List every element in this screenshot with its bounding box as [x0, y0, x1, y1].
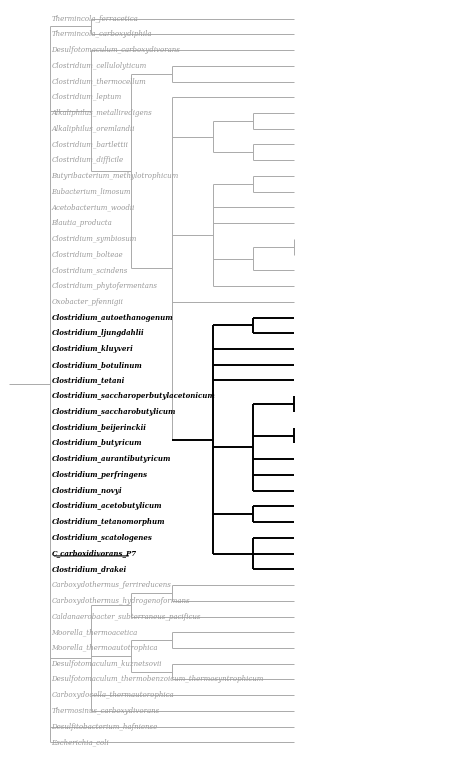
Text: Clostridium_tetanomorphum: Clostridium_tetanomorphum: [52, 518, 165, 526]
Text: Clostridium_bolteae: Clostridium_bolteae: [52, 250, 123, 259]
Text: Clostridium_cellulolyticum: Clostridium_cellulolyticum: [52, 62, 147, 70]
Text: Moorella_thermoacetica: Moorella_thermoacetica: [52, 629, 138, 636]
Text: Clostridium_acetobutylicum: Clostridium_acetobutylicum: [52, 502, 162, 511]
Text: Clostridium_thermocellum: Clostridium_thermocellum: [52, 78, 146, 85]
Text: Clostridium_perfringens: Clostridium_perfringens: [52, 471, 148, 479]
Text: Desulfotomaculum_thermobenzoicum_thermosyntrophicum: Desulfotomaculum_thermobenzoicum_thermos…: [52, 676, 264, 683]
Text: Clostridium_ljungdahlii: Clostridium_ljungdahlii: [52, 330, 144, 337]
Text: Carboxydothermus_hydrogenoformans: Carboxydothermus_hydrogenoformans: [52, 597, 190, 605]
Text: Escherichia_coli: Escherichia_coli: [52, 738, 109, 747]
Text: Clostridium_bartlettii: Clostridium_bartlettii: [52, 141, 128, 148]
Text: Clostridium_difficile: Clostridium_difficile: [52, 156, 124, 164]
Text: Clostridium_drakei: Clostridium_drakei: [52, 565, 127, 573]
Text: Clostridium_autoethanogenum: Clostridium_autoethanogenum: [52, 314, 173, 322]
Text: Clostridium_scindens: Clostridium_scindens: [52, 266, 128, 275]
Text: Clostridium_symbiosum: Clostridium_symbiosum: [52, 235, 137, 243]
Text: Clostridium_saccharoperbutylacetonicum: Clostridium_saccharoperbutylacetonicum: [52, 392, 215, 400]
Text: Desulfotomaculum_kuznetsovii: Desulfotomaculum_kuznetsovii: [52, 660, 162, 667]
Text: Moorella_thermoautotrophica: Moorella_thermoautotrophica: [52, 644, 158, 652]
Text: Clostridium_aurantibutyricum: Clostridium_aurantibutyricum: [52, 455, 171, 463]
Text: C_carboxidivorans_P7: C_carboxidivorans_P7: [52, 549, 137, 558]
Text: Eubacterium_limosum: Eubacterium_limosum: [52, 188, 131, 196]
Text: Carboxydothermus_ferrireducens: Carboxydothermus_ferrireducens: [52, 581, 172, 589]
Text: Desulfotomaculum_carboxydivorans: Desulfotomaculum_carboxydivorans: [52, 46, 181, 54]
Text: Caldanaerobacter_subterraneus_pacificus: Caldanaerobacter_subterraneus_pacificus: [52, 613, 201, 620]
Text: Clostridium_leptum: Clostridium_leptum: [52, 94, 122, 101]
Text: Clostridium_butyricum: Clostridium_butyricum: [52, 439, 142, 447]
Text: Alkaliphilus_metalliredigens: Alkaliphilus_metalliredigens: [52, 109, 152, 117]
Text: Acetobacterium_woodii: Acetobacterium_woodii: [52, 203, 135, 212]
Text: Carboxydocella_thermautorophica: Carboxydocella_thermautorophica: [52, 691, 174, 699]
Text: Clostridium_scatologenes: Clostridium_scatologenes: [52, 533, 153, 542]
Text: Clostridium_beijerinckii: Clostridium_beijerinckii: [52, 424, 146, 431]
Text: Clostridium_phytofermentans: Clostridium_phytofermentans: [52, 282, 157, 290]
Text: Blautia_producta: Blautia_producta: [52, 219, 112, 228]
Text: Butyribacterium_methylotrophicum: Butyribacterium_methylotrophicum: [52, 172, 179, 180]
Text: Clostridium_tetani: Clostridium_tetani: [52, 377, 125, 384]
Text: Alkaliphilus_oremlandii: Alkaliphilus_oremlandii: [52, 125, 135, 132]
Text: Clostridium_botulinum: Clostridium_botulinum: [52, 361, 142, 369]
Text: Desulfitobacterium_hafniense: Desulfitobacterium_hafniense: [52, 723, 158, 731]
Text: Oxobacter_pfennigii: Oxobacter_pfennigii: [52, 298, 123, 306]
Text: Thermosinus_carboxydivorans: Thermosinus_carboxydivorans: [52, 707, 160, 715]
Text: Clostridium_kluyveri: Clostridium_kluyveri: [52, 345, 133, 353]
Text: Clostridium_novyi: Clostridium_novyi: [52, 486, 122, 495]
Text: Thermincola_carboxydiphila: Thermincola_carboxydiphila: [52, 30, 152, 38]
Text: Clostridium_saccharobutylicum: Clostridium_saccharobutylicum: [52, 408, 176, 416]
Text: Thermincola_ferracetica: Thermincola_ferracetica: [52, 14, 138, 23]
